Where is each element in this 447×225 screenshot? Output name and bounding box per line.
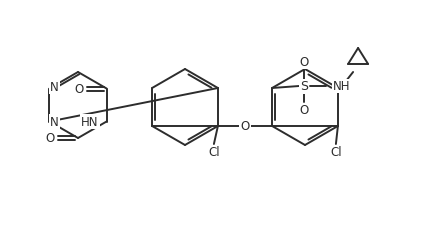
Text: HN: HN [81, 115, 99, 128]
Text: S: S [300, 80, 308, 93]
Text: O: O [74, 83, 83, 96]
Text: Cl: Cl [330, 146, 342, 159]
Text: N: N [50, 115, 59, 128]
Text: O: O [46, 132, 55, 145]
Text: NH: NH [333, 80, 350, 93]
Text: N: N [50, 81, 59, 94]
Text: O: O [299, 104, 309, 117]
Text: O: O [240, 120, 249, 133]
Text: Cl: Cl [208, 146, 220, 159]
Text: O: O [299, 56, 309, 69]
